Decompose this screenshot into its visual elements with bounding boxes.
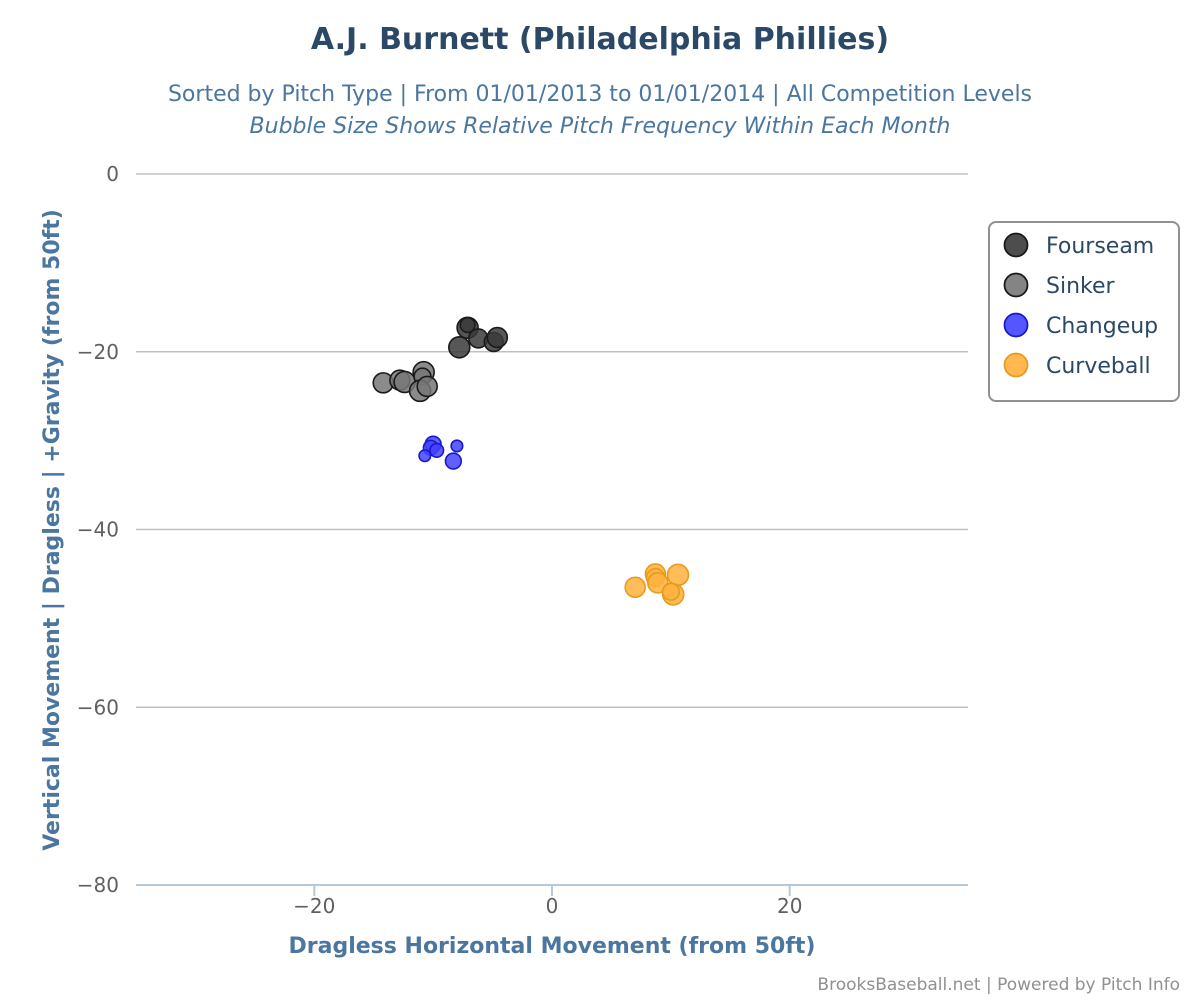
legend-item-sinker[interactable]: Sinker xyxy=(1003,272,1116,300)
legend-item-curveball[interactable]: Curveball xyxy=(1003,352,1151,380)
legend-label: Changeup xyxy=(1046,314,1158,339)
data-point[interactable] xyxy=(624,576,646,599)
legend-marker xyxy=(1003,352,1029,378)
x-axis-label: Dragless Horizontal Movement (from 50ft) xyxy=(289,934,816,959)
chart-subtitle-italic: Bubble Size Shows Relative Pitch Frequen… xyxy=(250,114,951,139)
legend-marker xyxy=(1003,272,1029,298)
legend-marker xyxy=(1003,232,1029,258)
series-changeup xyxy=(418,435,464,470)
legend-item-fourseam[interactable]: Fourseam xyxy=(1003,232,1155,260)
legend-label: Sinker xyxy=(1046,274,1116,299)
legend: Fourseam Sinker Changeup Curveball xyxy=(988,221,1180,402)
points-layer xyxy=(372,316,690,606)
x-tick-label: 20 xyxy=(777,894,802,918)
data-point[interactable] xyxy=(429,442,445,459)
data-point[interactable] xyxy=(450,439,464,453)
x-tick-label: −20 xyxy=(293,894,335,918)
credit-text[interactable]: BrooksBaseball.net | Powered by Pitch In… xyxy=(817,975,1180,995)
legend-marker xyxy=(1003,312,1029,338)
legend-label: Fourseam xyxy=(1046,234,1154,259)
series-fourseam xyxy=(447,316,509,359)
grid-layer xyxy=(136,173,968,886)
y-tick-label: 0 xyxy=(106,162,119,186)
y-tick-label: −20 xyxy=(77,340,119,364)
data-point[interactable] xyxy=(459,316,476,334)
series-curveball xyxy=(624,563,690,606)
data-point[interactable] xyxy=(444,452,463,470)
data-point[interactable] xyxy=(486,326,509,349)
data-point[interactable] xyxy=(416,375,438,398)
y-axis-label: Vertical Movement | Dragless | +Gravity … xyxy=(40,209,65,851)
chart-title: A.J. Burnett (Philadelphia Phillies) xyxy=(311,22,889,57)
data-point[interactable] xyxy=(661,582,681,601)
chart-subtitle: Sorted by Pitch Type | From 01/01/2013 t… xyxy=(168,82,1032,107)
x-tick-label: 0 xyxy=(546,894,559,918)
series-sinker xyxy=(372,360,438,403)
y-tick-label: −80 xyxy=(77,873,119,897)
legend-label: Curveball xyxy=(1046,354,1151,379)
legend-item-changeup[interactable]: Changeup xyxy=(1003,312,1159,340)
legend-box xyxy=(988,221,1180,402)
data-point[interactable] xyxy=(666,563,690,587)
y-tick-label: −60 xyxy=(77,695,119,719)
axis-layer: 0 −20 −40 −60 −80 −20 0 20 xyxy=(77,162,803,918)
legend-items: Fourseam Sinker Changeup Curveball xyxy=(1003,232,1159,380)
y-tick-label: −40 xyxy=(77,518,119,542)
data-point[interactable] xyxy=(418,449,432,463)
data-point[interactable] xyxy=(447,336,471,359)
